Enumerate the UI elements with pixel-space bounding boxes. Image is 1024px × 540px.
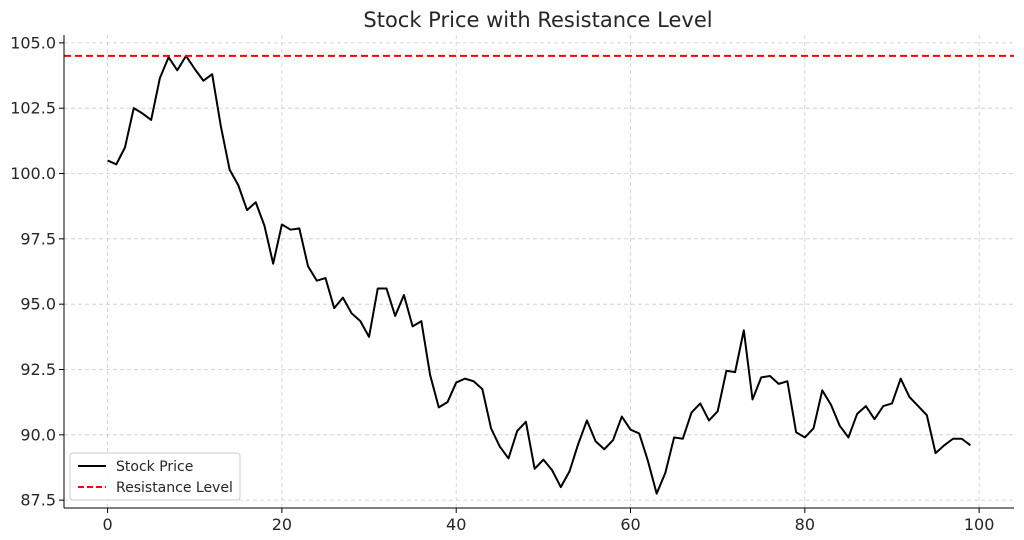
legend: Stock Price Resistance Level bbox=[69, 452, 241, 501]
price-line bbox=[107, 54, 972, 495]
x-tick-label: 60 bbox=[620, 515, 640, 534]
x-tick-label: 0 bbox=[102, 515, 112, 534]
x-tick-label: 80 bbox=[795, 515, 815, 534]
chart-title: Stock Price with Resistance Level bbox=[363, 8, 712, 32]
axes: 0 20 40 60 80 100 87.5 90.0 92.5 95.0 97.5 100.0 102… bbox=[10, 33, 1014, 534]
y-tick-label: 105.0 bbox=[10, 33, 56, 52]
y-tick-label: 87.5 bbox=[20, 491, 56, 510]
y-tick-label: 90.0 bbox=[20, 425, 56, 444]
legend-label: Resistance Level bbox=[116, 480, 233, 496]
y-tick-label: 100.0 bbox=[10, 164, 56, 183]
y-tick-label: 102.5 bbox=[10, 99, 56, 118]
legend-box bbox=[69, 452, 241, 501]
plot-area bbox=[64, 54, 1014, 495]
x-tick-label: 20 bbox=[272, 515, 292, 534]
x-tick-label: 100 bbox=[964, 515, 995, 534]
y-tick-label: 97.5 bbox=[20, 229, 56, 248]
grid bbox=[64, 35, 1014, 508]
legend-label: Stock Price bbox=[116, 459, 193, 475]
y-tick-label: 95.0 bbox=[20, 295, 56, 314]
y-tick-label: 92.5 bbox=[20, 360, 56, 379]
x-tick-label: 40 bbox=[446, 515, 466, 534]
